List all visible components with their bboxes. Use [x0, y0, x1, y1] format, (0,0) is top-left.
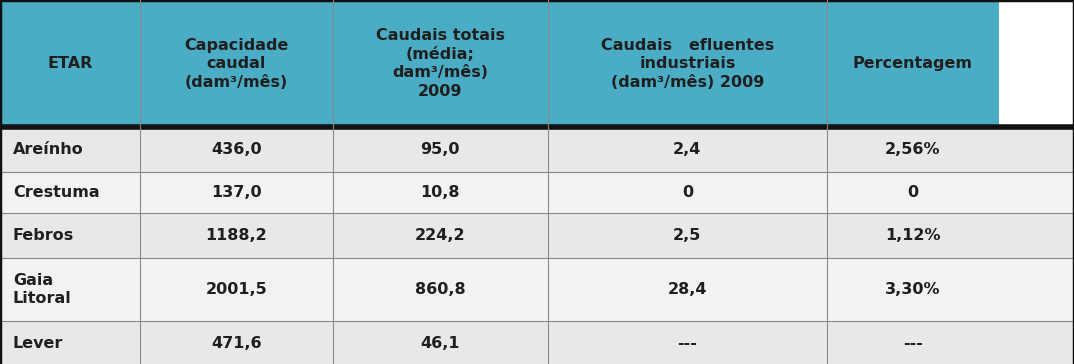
Bar	[548, 0, 827, 127]
Text: 10,8: 10,8	[421, 185, 460, 200]
Text: Caudais totais
(média;
dam³/mês)
2009: Caudais totais (média; dam³/mês) 2009	[376, 28, 505, 99]
Text: Areínho: Areínho	[13, 142, 84, 157]
Text: 860,8: 860,8	[415, 282, 466, 297]
Bar	[0, 0, 140, 127]
Text: 0: 0	[682, 185, 693, 200]
Text: 2,4: 2,4	[673, 142, 701, 157]
Bar	[333, 0, 548, 127]
Text: 1188,2: 1188,2	[205, 228, 267, 243]
Text: 2,5: 2,5	[673, 228, 701, 243]
Text: Lever: Lever	[13, 336, 63, 351]
Text: 224,2: 224,2	[415, 228, 466, 243]
Text: 471,6: 471,6	[211, 336, 262, 351]
Text: 3,30%: 3,30%	[885, 282, 941, 297]
Text: 2001,5: 2001,5	[205, 282, 267, 297]
Text: Capacidade
caudal
(dam³/mês): Capacidade caudal (dam³/mês)	[184, 37, 289, 90]
Bar	[827, 0, 999, 127]
Text: Crestuma: Crestuma	[13, 185, 100, 200]
Text: 436,0: 436,0	[211, 142, 262, 157]
Text: Gaia
Litoral: Gaia Litoral	[13, 273, 72, 306]
Bar	[0, 127, 1074, 172]
Text: 1,12%: 1,12%	[885, 228, 941, 243]
Text: ---: ---	[678, 336, 697, 351]
Text: 95,0: 95,0	[421, 142, 460, 157]
Text: Caudais   efluentes
industriais
(dam³/mês) 2009: Caudais efluentes industriais (dam³/mês)…	[600, 37, 774, 90]
Text: 0: 0	[908, 185, 918, 200]
Text: 2,56%: 2,56%	[885, 142, 941, 157]
Text: ETAR: ETAR	[47, 56, 92, 71]
Bar	[0, 258, 1074, 321]
Bar	[0, 321, 1074, 364]
Text: ---: ---	[903, 336, 923, 351]
Text: 46,1: 46,1	[421, 336, 460, 351]
Text: Percentagem: Percentagem	[853, 56, 973, 71]
Bar	[0, 172, 1074, 213]
Text: 137,0: 137,0	[211, 185, 262, 200]
Text: Febros: Febros	[13, 228, 74, 243]
Text: 28,4: 28,4	[668, 282, 707, 297]
Bar	[140, 0, 333, 127]
Bar	[0, 213, 1074, 258]
